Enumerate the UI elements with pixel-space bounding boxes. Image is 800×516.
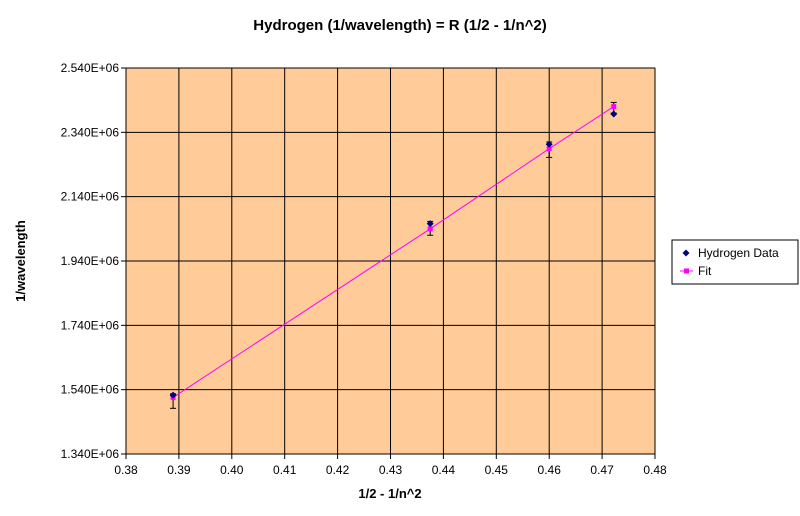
x-tick-label: 0.44 (432, 463, 456, 477)
fit-point (546, 146, 552, 152)
x-tick-label: 0.41 (273, 463, 297, 477)
x-tick-label: 0.39 (167, 463, 191, 477)
x-tick-label: 0.40 (220, 463, 244, 477)
y-tick-label: 1.540E+06 (61, 383, 120, 397)
x-axis-title: 1/2 - 1/n^2 (358, 486, 421, 501)
legend-items: Hydrogen Data Fit (680, 246, 779, 278)
axes: 0.38 0.39 0.40 0.41 0.42 0.43 0.44 0.45 0.46 0.47… (61, 61, 667, 477)
legend-label-data: Hydrogen Data (698, 246, 779, 260)
data-point (426, 220, 434, 228)
fit-point (611, 104, 617, 110)
fit-point (427, 226, 433, 232)
y-tick-label: 2.540E+06 (61, 61, 120, 75)
x-tick-label: 0.42 (326, 463, 350, 477)
data-point (610, 110, 618, 118)
data-series (169, 101, 618, 409)
x-tick-label: 0.45 (485, 463, 509, 477)
y-tick-label: 2.340E+06 (61, 125, 120, 139)
fit-line (172, 106, 614, 398)
legend-marker-fit (684, 268, 689, 274)
legend-marker-data (682, 249, 690, 257)
x-tick-label: 0.38 (114, 463, 138, 477)
y-tick-label: 2.140E+06 (61, 190, 120, 204)
data-point (169, 391, 177, 399)
y-tick-label: 1.940E+06 (61, 254, 120, 268)
x-tick-label: 0.43 (379, 463, 403, 477)
fit-series (172, 106, 614, 398)
x-tick-label: 0.47 (590, 463, 614, 477)
y-tick-label: 1.340E+06 (61, 447, 120, 461)
x-tick-label: 0.46 (538, 463, 562, 477)
data-point (545, 140, 553, 148)
y-axis-title: 1/wavelength (13, 220, 28, 302)
legend-label-fit: Fit (698, 264, 712, 278)
legend: Hydrogen Data Fit (671, 239, 799, 285)
chart-title: Hydrogen (1/wavelength) = R (1/2 - 1/n^2… (253, 17, 546, 34)
legend-box (671, 239, 799, 285)
y-tick-label: 1.740E+06 (61, 318, 120, 332)
x-tick-label: 0.48 (643, 463, 667, 477)
